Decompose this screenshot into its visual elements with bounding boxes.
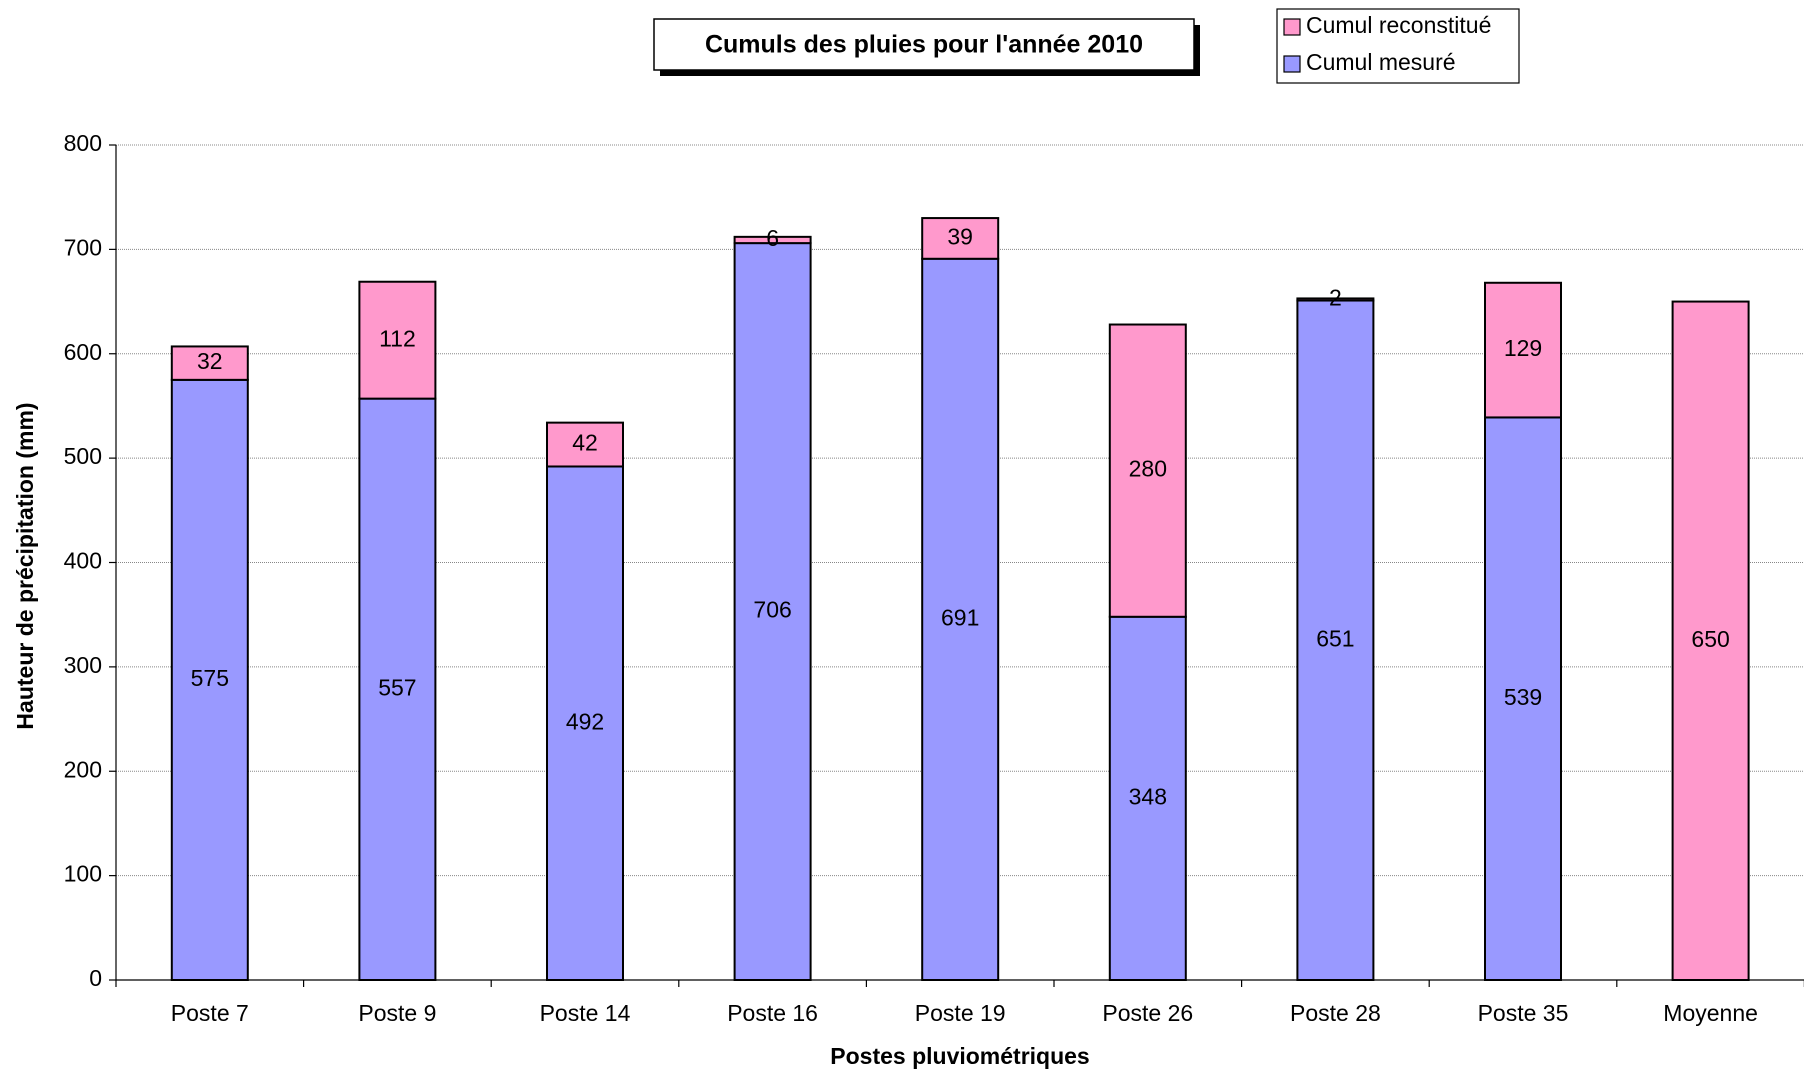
- data-label: 6: [766, 225, 779, 251]
- data-label: 492: [566, 708, 604, 734]
- data-label: 112: [379, 325, 416, 351]
- y-tick-label: 0: [89, 965, 102, 991]
- data-label: 557: [378, 674, 416, 700]
- data-label: 575: [191, 665, 229, 691]
- bar-segment: [1108, 615, 1187, 982]
- legend-label: Cumul mesuré: [1306, 49, 1456, 75]
- data-label: 539: [1504, 684, 1542, 710]
- bar-segment: [358, 397, 437, 982]
- chart-title: Cumuls des pluies pour l'année 2010: [705, 31, 1143, 59]
- x-tick-label: Poste 35: [1478, 1000, 1569, 1026]
- data-label: 691: [941, 604, 979, 630]
- data-label: 280: [1129, 456, 1167, 482]
- bar-segment: [1296, 297, 1375, 302]
- bar-segment: [921, 217, 1000, 260]
- data-label: 650: [1691, 626, 1729, 652]
- y-tick-label: 800: [64, 130, 102, 156]
- x-tick-label: Poste 9: [358, 1000, 436, 1026]
- bar-segment: [170, 345, 249, 381]
- data-label: 348: [1129, 783, 1167, 809]
- data-label: 32: [197, 348, 223, 374]
- x-tick-label: Poste 28: [1290, 1000, 1381, 1026]
- legend-swatch: [1283, 55, 1301, 73]
- bar-segment: [1108, 323, 1187, 618]
- legend: Cumul reconstitué Cumul mesuré: [1276, 8, 1520, 84]
- y-tick-label: 300: [64, 652, 102, 678]
- x-tick-label: Poste 19: [915, 1000, 1006, 1026]
- y-tick-label: 400: [64, 548, 102, 574]
- y-tick-label: 100: [64, 861, 102, 887]
- legend-swatch: [1283, 18, 1301, 36]
- data-label: 42: [572, 430, 598, 456]
- bar-segment: [1484, 416, 1562, 981]
- y-tick-label: 200: [64, 756, 102, 782]
- bar-segment: [733, 235, 812, 245]
- y-tick-label: 600: [64, 339, 102, 365]
- x-tick-label: Poste 16: [727, 1000, 818, 1026]
- data-label: 129: [1504, 335, 1542, 361]
- bar-segment: [921, 257, 1000, 981]
- legend-label: Cumul reconstitué: [1306, 12, 1491, 38]
- title-box: Cumuls des pluies pour l'année 2010: [653, 18, 1200, 76]
- x-tick-label: Poste 7: [171, 1000, 249, 1026]
- x-tick-label: Moyenne: [1663, 1000, 1758, 1026]
- bar-segment: [546, 421, 624, 468]
- bar-segment: [733, 242, 812, 982]
- y-tick-label: 500: [64, 443, 102, 469]
- bar-segment: [1296, 299, 1375, 981]
- bar-segment: [358, 280, 437, 400]
- data-label: 706: [753, 597, 791, 623]
- x-axis-title: Postes pluviométriques: [830, 1043, 1089, 1069]
- bar-segment: [1671, 300, 1750, 981]
- x-tick-label: Poste 26: [1102, 1000, 1193, 1026]
- y-axis-title: Hauteur de précipitation (mm): [12, 402, 38, 729]
- bar-segment: [1484, 281, 1562, 419]
- y-tick-label: 700: [64, 234, 102, 260]
- data-label: 2: [1329, 285, 1342, 311]
- data-label: 39: [947, 223, 973, 249]
- bar-segment: [546, 465, 624, 982]
- x-tick-label: Poste 14: [540, 1000, 631, 1026]
- data-label: 651: [1316, 625, 1354, 651]
